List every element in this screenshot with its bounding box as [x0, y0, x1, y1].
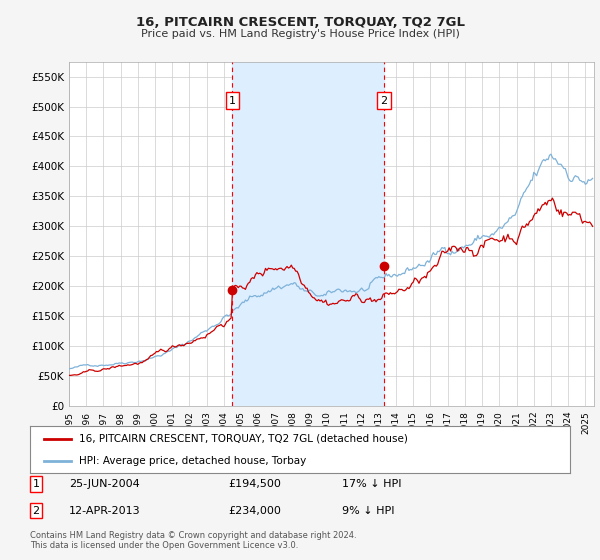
Bar — [232, 62, 384, 406]
Text: 9% ↓ HPI: 9% ↓ HPI — [342, 506, 395, 516]
Text: Price paid vs. HM Land Registry's House Price Index (HPI): Price paid vs. HM Land Registry's House … — [140, 29, 460, 39]
Text: 12-APR-2013: 12-APR-2013 — [69, 506, 140, 516]
Text: 17% ↓ HPI: 17% ↓ HPI — [342, 479, 401, 489]
Text: Contains HM Land Registry data © Crown copyright and database right 2024.
This d: Contains HM Land Registry data © Crown c… — [30, 530, 356, 550]
Text: £234,000: £234,000 — [228, 506, 281, 516]
Text: HPI: Average price, detached house, Torbay: HPI: Average price, detached house, Torb… — [79, 456, 306, 466]
Text: £194,500: £194,500 — [228, 479, 281, 489]
Text: 1: 1 — [32, 479, 40, 489]
Text: 2: 2 — [380, 96, 388, 105]
Text: 25-JUN-2004: 25-JUN-2004 — [69, 479, 140, 489]
Text: 2: 2 — [32, 506, 40, 516]
Text: 16, PITCAIRN CRESCENT, TORQUAY, TQ2 7GL: 16, PITCAIRN CRESCENT, TORQUAY, TQ2 7GL — [136, 16, 464, 29]
Text: 16, PITCAIRN CRESCENT, TORQUAY, TQ2 7GL (detached house): 16, PITCAIRN CRESCENT, TORQUAY, TQ2 7GL … — [79, 434, 407, 444]
Text: 1: 1 — [229, 96, 236, 105]
